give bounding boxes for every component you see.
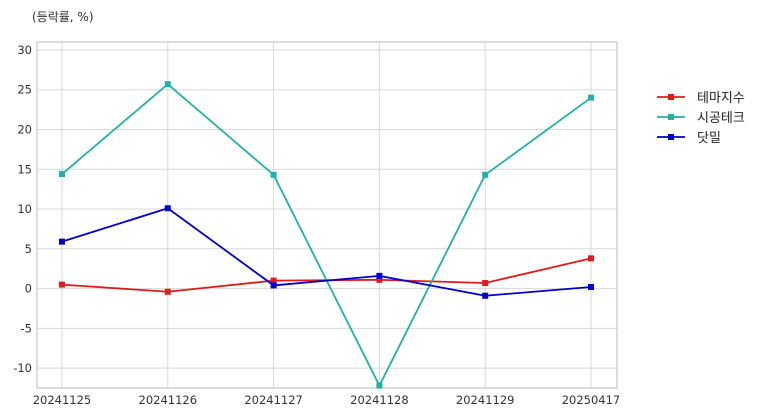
y-tick-label: 10	[17, 202, 32, 216]
y-tick-label: -5	[21, 321, 32, 335]
x-tick-label: 20241126	[139, 393, 198, 407]
y-axis: 30 25 20 15 10 5 0 -5 -10	[13, 43, 32, 375]
data-point	[588, 94, 594, 101]
x-tick-label: 20241129	[456, 393, 515, 407]
data-point	[164, 205, 171, 212]
data-point	[376, 382, 383, 389]
data-point	[59, 171, 65, 178]
data-point	[482, 292, 489, 299]
y-tick-label: 0	[25, 282, 32, 296]
x-axis: 20241125 20241126 20241127 20241128 20241129…	[33, 393, 621, 407]
data-point	[482, 171, 489, 178]
series-1	[59, 81, 594, 389]
y-tick-label: -10	[13, 361, 32, 375]
unit-label: (등락률, %)	[32, 10, 94, 24]
y-tick-label: 5	[25, 242, 32, 256]
series-line	[61, 207, 592, 297]
x-tick-label: 20241128	[350, 393, 409, 407]
x-tick-label: 20250417	[562, 393, 621, 407]
x-tick-label: 20241125	[33, 393, 92, 407]
data-point	[482, 280, 489, 287]
data-point	[59, 238, 65, 245]
data-point	[376, 276, 383, 283]
data-point	[270, 277, 277, 284]
grid	[37, 42, 617, 388]
data-point	[376, 272, 383, 279]
data-point	[588, 283, 594, 290]
legend-item: 테마지수	[657, 91, 745, 106]
data-point	[59, 281, 65, 288]
data-point	[164, 81, 171, 88]
legend-label: 테마지수	[697, 91, 745, 106]
y-tick-label: 20	[17, 122, 32, 136]
legend-item: 닷밀	[657, 131, 721, 146]
legend-item: 시공테크	[657, 111, 745, 126]
legend-label: 닷밀	[697, 131, 721, 146]
series-2	[59, 205, 594, 299]
y-tick-label: 15	[17, 162, 32, 176]
data-point	[270, 282, 277, 289]
y-tick-label: 25	[17, 83, 32, 97]
legend-swatch-marker	[668, 114, 674, 120]
series-layer	[59, 81, 594, 389]
legend-label: 시공테크	[697, 111, 745, 126]
legend-swatch-marker	[668, 94, 674, 100]
data-point	[164, 288, 171, 295]
series-line	[61, 257, 592, 293]
x-tick-label: 20241127	[244, 393, 303, 407]
data-point	[270, 171, 277, 178]
y-tick-label: 30	[17, 43, 32, 57]
legend-swatch-marker	[668, 134, 674, 140]
data-point	[588, 255, 594, 262]
plot-frame	[36, 41, 618, 389]
